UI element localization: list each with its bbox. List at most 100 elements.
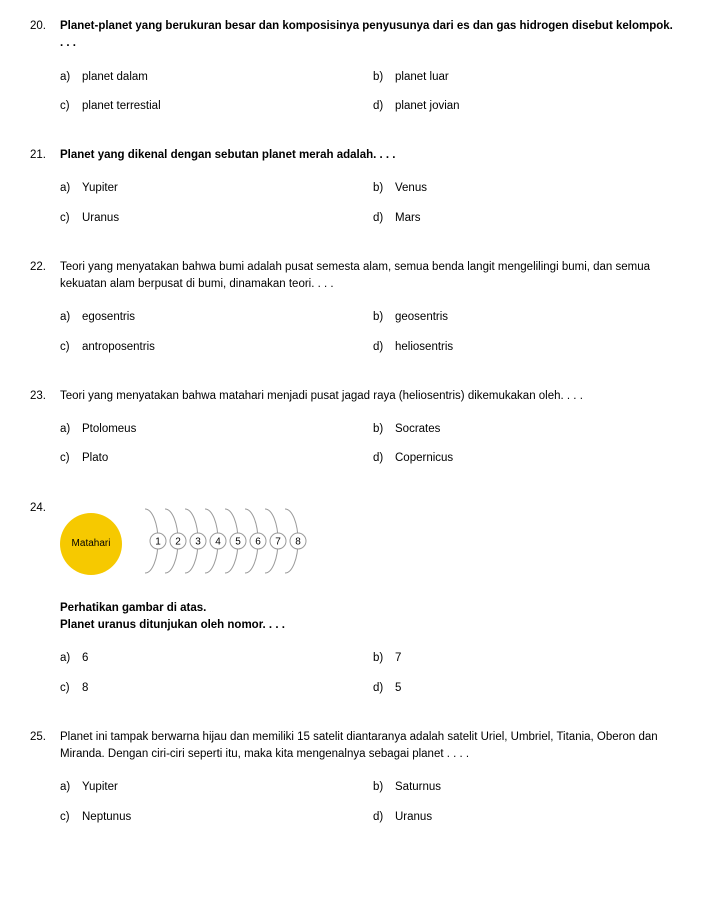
option-text: Copernicus xyxy=(395,450,453,467)
question-body: Planet yang dikenal dengan sebutan plane… xyxy=(60,147,676,227)
question-23: 23. Teori yang menyatakan bahwa matahari… xyxy=(30,388,676,468)
option-text: 7 xyxy=(395,650,401,667)
option-label: b) xyxy=(373,180,395,197)
options: a)Yupiter b)Saturnus c)Neptunus d)Uranus xyxy=(60,779,676,826)
option-text: Uranus xyxy=(82,210,119,227)
svg-text:5: 5 xyxy=(235,536,241,547)
question-midtext: Perhatikan gambar di atas. Planet uranus… xyxy=(60,600,676,635)
option-label: b) xyxy=(373,69,395,86)
option-a: a)Yupiter xyxy=(60,180,363,197)
option-label: c) xyxy=(60,339,82,356)
option-text: 5 xyxy=(395,680,401,697)
option-text: Saturnus xyxy=(395,779,441,796)
option-text: Yupiter xyxy=(82,180,118,197)
option-d: d)5 xyxy=(373,680,676,697)
option-label: a) xyxy=(60,309,82,326)
options: a)egosentris b)geosentris c)antroposentr… xyxy=(60,309,676,356)
option-b: b)Saturnus xyxy=(373,779,676,796)
question-25: 25. Planet ini tampak berwarna hijau dan… xyxy=(30,729,676,826)
midline-2: Planet uranus ditunjukan oleh nomor. . .… xyxy=(60,617,676,634)
question-number: 24. xyxy=(30,500,60,697)
option-label: d) xyxy=(373,450,395,467)
question-text: Teori yang menyatakan bahwa bumi adalah … xyxy=(60,259,676,294)
option-label: d) xyxy=(373,339,395,356)
option-text: Yupiter xyxy=(82,779,118,796)
question-22: 22. Teori yang menyatakan bahwa bumi ada… xyxy=(30,259,676,356)
option-label: d) xyxy=(373,98,395,115)
option-text: Plato xyxy=(82,450,108,467)
option-b: b)planet luar xyxy=(373,69,676,86)
option-a: a)6 xyxy=(60,650,363,667)
option-text: Mars xyxy=(395,210,421,227)
option-label: a) xyxy=(60,180,82,197)
question-body: Planet-planet yang berukuran besar dan k… xyxy=(60,18,676,115)
question-body: Teori yang menyatakan bahwa bumi adalah … xyxy=(60,259,676,356)
option-text: planet jovian xyxy=(395,98,460,115)
option-text: 8 xyxy=(82,680,88,697)
question-number: 21. xyxy=(30,147,60,227)
option-text: antroposentris xyxy=(82,339,155,356)
option-a: a)planet dalam xyxy=(60,69,363,86)
option-a: a)egosentris xyxy=(60,309,363,326)
question-body: Planet ini tampak berwarna hijau dan mem… xyxy=(60,729,676,826)
option-text: heliosentris xyxy=(395,339,453,356)
option-text: Uranus xyxy=(395,809,432,826)
option-text: Ptolomeus xyxy=(82,421,136,438)
option-text: Socrates xyxy=(395,421,440,438)
option-label: c) xyxy=(60,809,82,826)
option-label: b) xyxy=(373,309,395,326)
option-label: d) xyxy=(373,680,395,697)
question-text: Teori yang menyatakan bahwa matahari men… xyxy=(60,388,676,405)
question-21: 21. Planet yang dikenal dengan sebutan p… xyxy=(30,147,676,227)
options: a)Yupiter b)Venus c)Uranus d)Mars xyxy=(60,180,676,227)
option-label: c) xyxy=(60,210,82,227)
question-text: Planet ini tampak berwarna hijau dan mem… xyxy=(60,729,676,764)
option-label: c) xyxy=(60,680,82,697)
option-d: d)Uranus xyxy=(373,809,676,826)
svg-text:2: 2 xyxy=(175,536,181,547)
option-a: a)Ptolomeus xyxy=(60,421,363,438)
option-label: c) xyxy=(60,450,82,467)
svg-text:6: 6 xyxy=(255,536,261,547)
option-label: a) xyxy=(60,421,82,438)
svg-text:7: 7 xyxy=(275,536,281,547)
option-text: Venus xyxy=(395,180,427,197)
option-label: b) xyxy=(373,650,395,667)
option-label: c) xyxy=(60,98,82,115)
option-text: planet terrestial xyxy=(82,98,161,115)
option-b: b)Socrates xyxy=(373,421,676,438)
option-label: d) xyxy=(373,809,395,826)
option-label: b) xyxy=(373,421,395,438)
orbits: 12345678 xyxy=(135,506,325,582)
option-text: planet dalam xyxy=(82,69,148,86)
question-text: Planet yang dikenal dengan sebutan plane… xyxy=(60,147,676,164)
option-text: planet luar xyxy=(395,69,449,86)
question-text: Planet-planet yang berukuran besar dan k… xyxy=(60,18,676,53)
question-number: 22. xyxy=(30,259,60,356)
option-c: c)Neptunus xyxy=(60,809,363,826)
option-text: Neptunus xyxy=(82,809,131,826)
question-24: 24. Matahari 1 2 3 4 5 6 7 8 Perhatikan gambar … xyxy=(30,500,676,697)
sun-icon: Matahari xyxy=(60,513,122,575)
option-b: b)Venus xyxy=(373,180,676,197)
option-d: d)planet jovian xyxy=(373,98,676,115)
option-label: b) xyxy=(373,779,395,796)
option-c: c)Plato xyxy=(60,450,363,467)
option-label: a) xyxy=(60,650,82,667)
svg-text:1: 1 xyxy=(155,536,161,547)
svg-text:3: 3 xyxy=(195,536,201,547)
option-d: d)heliosentris xyxy=(373,339,676,356)
question-number: 20. xyxy=(30,18,60,115)
question-body: Teori yang menyatakan bahwa matahari men… xyxy=(60,388,676,468)
option-text: egosentris xyxy=(82,309,135,326)
option-d: d)Copernicus xyxy=(373,450,676,467)
question-body: Matahari 1 2 3 4 5 6 7 8 Perhatikan gambar di a… xyxy=(60,500,676,697)
option-text: 6 xyxy=(82,650,88,667)
option-label: d) xyxy=(373,210,395,227)
solar-system-diagram: Matahari 12345678 xyxy=(60,500,676,582)
options: a)6 b)7 c)8 d)5 xyxy=(60,650,676,697)
svg-text:4: 4 xyxy=(215,536,221,547)
option-c: c)planet terrestial xyxy=(60,98,363,115)
option-c: c)8 xyxy=(60,680,363,697)
option-d: d)Mars xyxy=(373,210,676,227)
